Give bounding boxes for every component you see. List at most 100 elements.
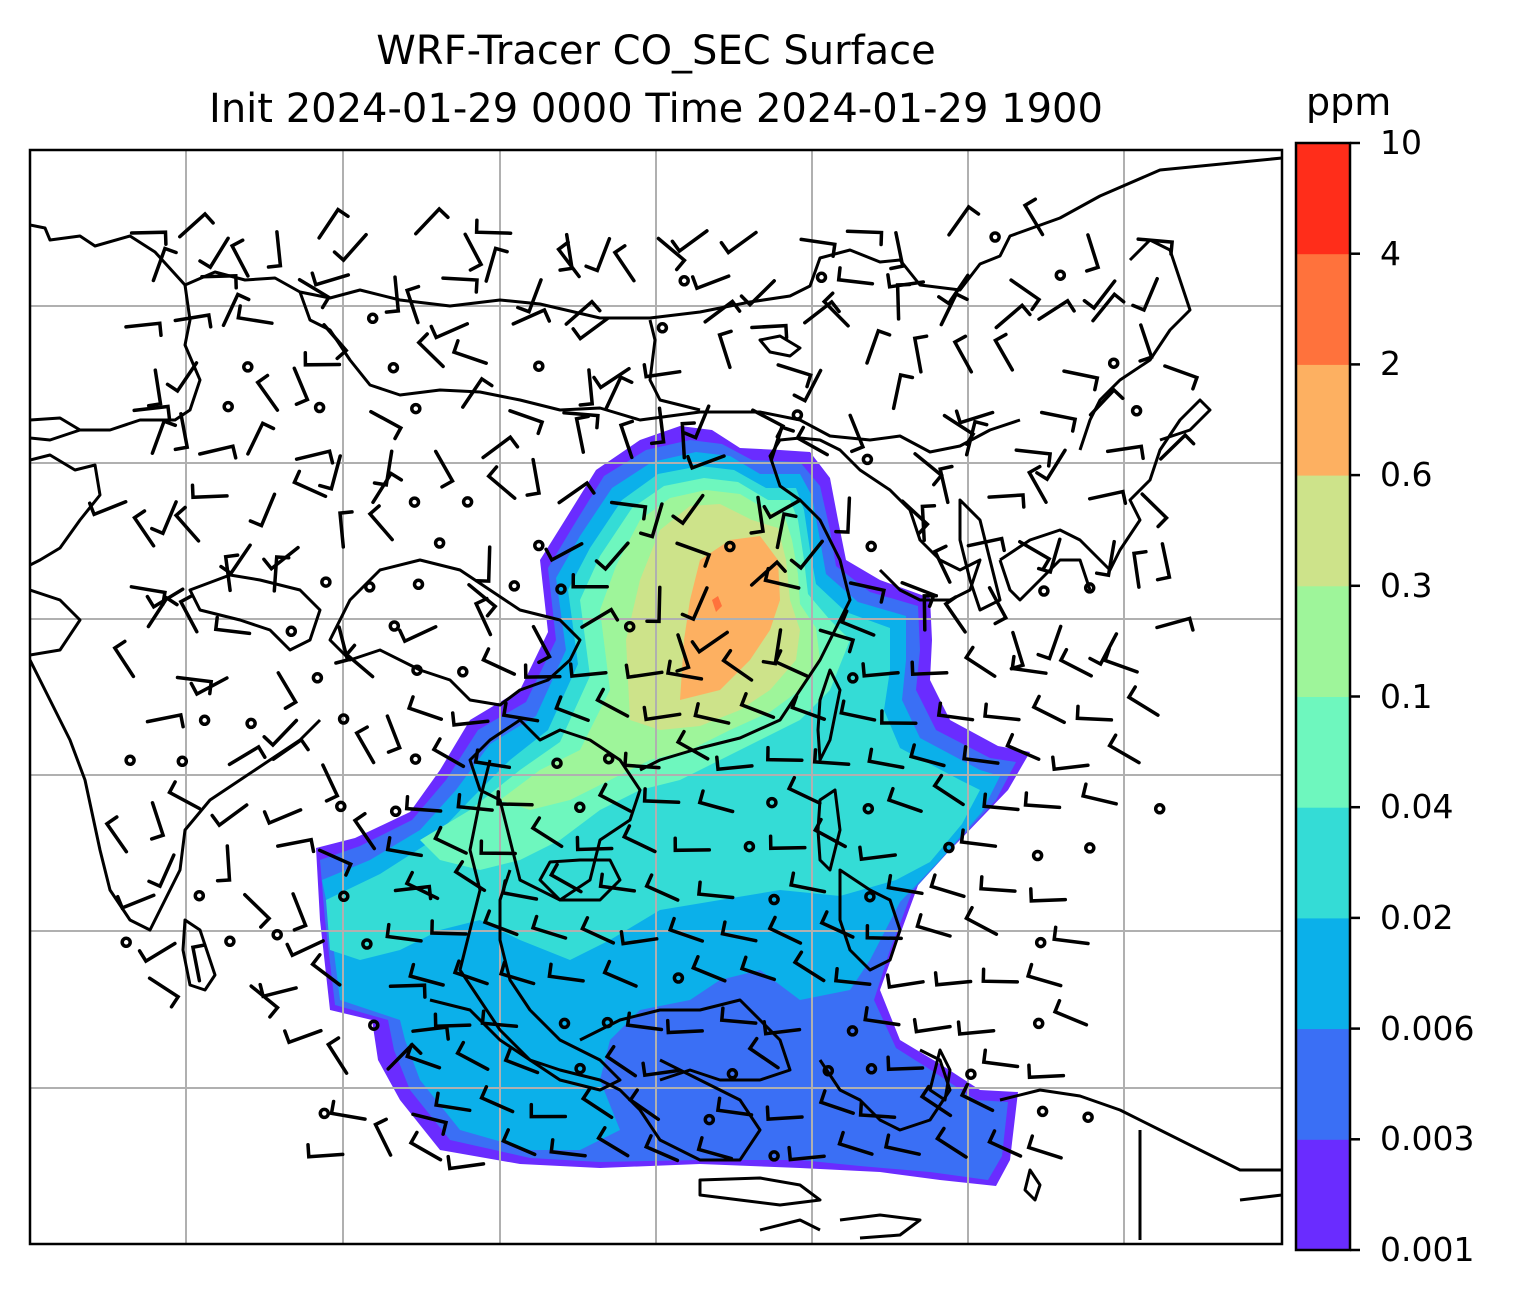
wind-barb: [404, 284, 421, 325]
wind-barb: [627, 1088, 661, 1122]
wind-barb: [167, 780, 202, 811]
wind-barb: [262, 808, 303, 826]
wind-barb: [747, 1036, 780, 1070]
chart-title-line-1: WRF-Tracer CO_SEC Surface: [376, 28, 936, 74]
colorbar-tick-label: 0.6: [1380, 455, 1433, 495]
wind-barb: [557, 480, 596, 505]
wind-barb: [1009, 278, 1042, 312]
wind-barb: [367, 504, 394, 542]
wind-barb: [768, 834, 807, 851]
wind-barb: [1005, 732, 1041, 761]
wind-barb: [1026, 1134, 1063, 1160]
wind-barb: [132, 404, 172, 421]
wind-barb: [433, 825, 468, 855]
wind-barb: [529, 1102, 568, 1119]
wind-barb: [189, 676, 229, 697]
wind-calm-marker: [1032, 1017, 1045, 1030]
wind-calm-marker: [368, 1019, 380, 1031]
wind-barb: [1138, 323, 1154, 363]
wind-barb: [498, 960, 536, 986]
wind-barb: [739, 279, 776, 308]
wind-calm-marker: [672, 972, 685, 984]
wind-calm-marker: [943, 841, 955, 854]
wind-barb: [670, 229, 709, 254]
wind-barb: [936, 701, 975, 722]
wind-calm-marker: [1038, 585, 1050, 597]
wind-calm-marker: [602, 752, 615, 765]
wind-barb: [715, 1096, 754, 1117]
wind-barb: [682, 404, 711, 440]
wind-calm-marker: [846, 1025, 859, 1037]
wind-barb: [934, 1126, 968, 1159]
wind-barb: [500, 879, 539, 901]
wind-barb: [920, 504, 937, 543]
wind-barb: [1102, 647, 1139, 674]
wind-barb: [474, 218, 513, 235]
wind-barb: [861, 662, 900, 678]
colorbar-tick-label: 0.003: [1380, 1119, 1475, 1159]
wind-barb: [433, 1012, 472, 1029]
wind-barb: [137, 941, 177, 964]
wind-barb: [322, 323, 349, 361]
wind-barb: [667, 916, 705, 943]
wind-barb: [645, 585, 662, 624]
wind-barb: [1075, 704, 1114, 722]
wind-barb: [719, 1006, 758, 1025]
wind-barb: [1036, 537, 1062, 575]
wind-calm-marker: [337, 713, 350, 725]
wind-barb: [198, 444, 238, 460]
wind-barb: [1035, 448, 1067, 482]
wind-barb: [262, 718, 299, 748]
wind-barb: [642, 787, 681, 805]
wind-barb: [398, 625, 438, 644]
wind-calm-marker: [285, 625, 298, 638]
wind-barb: [463, 232, 484, 272]
wind-barb: [886, 1055, 925, 1072]
wind-barb: [190, 483, 229, 500]
wind-barb: [525, 457, 542, 497]
wind-barb: [441, 276, 479, 294]
wind-barb: [848, 581, 886, 604]
wind-barb: [937, 273, 970, 306]
wind-barb: [1029, 887, 1068, 903]
wind-barb: [317, 848, 354, 877]
wind-barb: [675, 729, 710, 761]
colorbar-segment: [1296, 917, 1350, 1030]
wind-barb: [578, 368, 595, 407]
wind-barb: [1140, 492, 1169, 529]
wind-barb: [932, 773, 965, 807]
colorbar-tick-label: 0.1: [1380, 676, 1433, 716]
wind-barb: [762, 498, 802, 520]
wind-barb: [891, 372, 915, 411]
wind-barb: [221, 292, 251, 328]
wind-barb: [1105, 444, 1145, 461]
wind-calm-marker: [766, 796, 778, 809]
wind-calm-marker: [822, 1065, 835, 1077]
wind-barb: [292, 366, 310, 406]
wind-barb: [839, 609, 876, 637]
wind-barb: [481, 647, 517, 676]
wind-barb: [644, 873, 680, 902]
wind-barb: [656, 236, 687, 272]
wind-barb: [146, 368, 163, 408]
colorbar-tick-label: 4: [1380, 233, 1401, 273]
wind-calm-marker: [601, 1016, 614, 1029]
wind-barb: [818, 628, 856, 654]
wind-barb: [982, 792, 1020, 812]
colorbar-tick-label: 0.001: [1380, 1230, 1475, 1269]
wind-barb: [112, 639, 136, 679]
wind-barb: [1091, 291, 1126, 323]
wind-barb: [883, 1133, 921, 1156]
wind-calm-marker: [120, 936, 132, 949]
wind-calm-marker: [242, 361, 254, 373]
wind-barb: [834, 496, 852, 534]
wind-barb: [503, 1047, 540, 1075]
wind-barb: [642, 705, 682, 722]
wind-barb: [848, 413, 866, 454]
wind-calm-marker: [366, 312, 379, 325]
wind-barb: [749, 559, 787, 587]
wind-barb: [430, 919, 468, 936]
wind-barb: [530, 816, 564, 849]
wind-calm-marker: [678, 275, 690, 287]
